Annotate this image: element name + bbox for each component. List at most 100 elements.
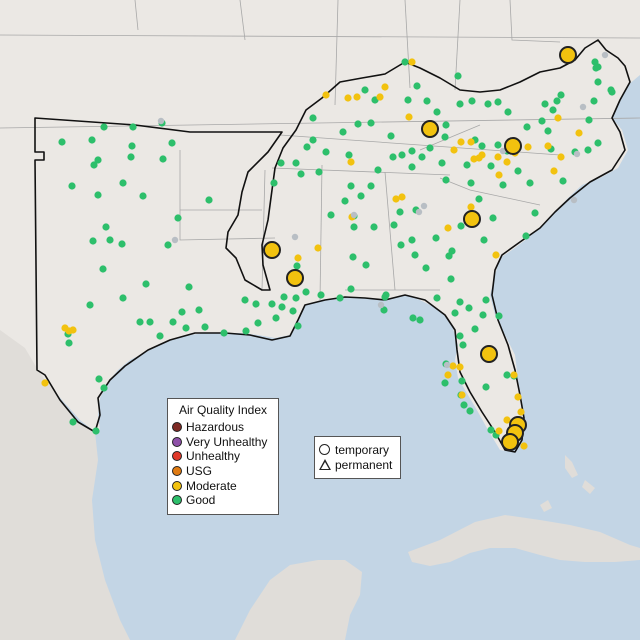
monitor-good[interactable]: [68, 182, 76, 190]
monitor-good[interactable]: [272, 314, 280, 322]
monitor-good[interactable]: [594, 139, 602, 147]
monitor-good[interactable]: [58, 138, 66, 146]
monitor-moderate[interactable]: [495, 171, 503, 179]
monitor-good[interactable]: [270, 179, 278, 187]
monitor-moderate[interactable]: [444, 224, 452, 232]
monitor-good[interactable]: [559, 177, 567, 185]
monitor-other[interactable]: [570, 196, 578, 204]
monitor-moderate[interactable]: [494, 153, 502, 161]
monitor-good[interactable]: [523, 123, 531, 131]
monitor-good[interactable]: [467, 179, 475, 187]
monitor-good[interactable]: [553, 97, 561, 105]
monitor-good[interactable]: [327, 211, 335, 219]
monitor-good[interactable]: [514, 167, 522, 175]
monitor-good[interactable]: [362, 261, 370, 269]
monitor-good[interactable]: [484, 100, 492, 108]
monitor-good[interactable]: [242, 327, 250, 335]
monitor-moderate[interactable]: [557, 153, 565, 161]
monitor-good[interactable]: [185, 283, 193, 291]
monitor-moderate[interactable]: [503, 416, 511, 424]
monitor-good[interactable]: [416, 316, 424, 324]
monitor-good[interactable]: [309, 114, 317, 122]
monitor-good[interactable]: [458, 377, 466, 385]
monitor-good[interactable]: [94, 191, 102, 199]
monitor-good[interactable]: [100, 384, 108, 392]
monitor-moderate[interactable]: [408, 58, 416, 66]
monitor-good[interactable]: [408, 163, 416, 171]
monitor-good[interactable]: [463, 161, 471, 169]
monitor-moderate-temporary[interactable]: [263, 241, 281, 259]
monitor-good[interactable]: [459, 341, 467, 349]
monitor-good[interactable]: [357, 192, 365, 200]
monitor-moderate-temporary[interactable]: [504, 137, 522, 155]
monitor-good[interactable]: [156, 332, 164, 340]
monitor-good[interactable]: [531, 209, 539, 217]
monitor-good[interactable]: [268, 300, 276, 308]
monitor-moderate[interactable]: [41, 379, 49, 387]
monitor-other[interactable]: [350, 211, 358, 219]
monitor-good[interactable]: [398, 151, 406, 159]
monitor-good[interactable]: [119, 294, 127, 302]
monitor-good[interactable]: [146, 318, 154, 326]
monitor-good[interactable]: [479, 311, 487, 319]
monitor-other[interactable]: [573, 150, 581, 158]
monitor-good[interactable]: [396, 208, 404, 216]
monitor-good[interactable]: [254, 319, 262, 327]
monitor-good[interactable]: [544, 127, 552, 135]
monitor-moderate[interactable]: [544, 142, 552, 150]
monitor-good[interactable]: [88, 136, 96, 144]
monitor-good[interactable]: [367, 119, 375, 127]
monitor-good[interactable]: [350, 223, 358, 231]
monitor-good[interactable]: [322, 148, 330, 156]
monitor-other[interactable]: [377, 301, 385, 309]
monitor-moderate[interactable]: [344, 94, 352, 102]
monitor-good[interactable]: [382, 291, 390, 299]
monitor-good[interactable]: [309, 136, 317, 144]
monitor-good[interactable]: [102, 223, 110, 231]
monitor-good[interactable]: [361, 86, 369, 94]
monitor-good[interactable]: [280, 293, 288, 301]
monitor-good[interactable]: [499, 181, 507, 189]
monitor-good[interactable]: [478, 142, 486, 150]
monitor-good[interactable]: [426, 144, 434, 152]
monitor-good[interactable]: [341, 197, 349, 205]
monitor-moderate[interactable]: [520, 442, 528, 450]
monitor-good[interactable]: [482, 296, 490, 304]
monitor-other[interactable]: [157, 117, 165, 125]
monitor-good[interactable]: [456, 332, 464, 340]
monitor-good[interactable]: [90, 161, 98, 169]
monitor-good[interactable]: [302, 288, 310, 296]
monitor-good[interactable]: [345, 151, 353, 159]
monitor-good[interactable]: [118, 240, 126, 248]
monitor-good[interactable]: [174, 214, 182, 222]
monitor-good[interactable]: [380, 306, 388, 314]
monitor-good[interactable]: [69, 418, 77, 426]
monitor-good[interactable]: [591, 58, 599, 66]
monitor-good[interactable]: [92, 427, 100, 435]
monitor-good[interactable]: [354, 120, 362, 128]
monitor-other[interactable]: [499, 147, 507, 155]
monitor-good[interactable]: [592, 64, 600, 72]
monitor-moderate[interactable]: [347, 158, 355, 166]
monitor-moderate[interactable]: [322, 91, 330, 99]
monitor-good[interactable]: [182, 324, 190, 332]
monitor-moderate[interactable]: [495, 427, 503, 435]
monitor-moderate[interactable]: [458, 391, 466, 399]
monitor-good[interactable]: [585, 116, 593, 124]
monitor-good[interactable]: [178, 308, 186, 316]
monitor-good[interactable]: [471, 325, 479, 333]
monitor-good[interactable]: [292, 294, 300, 302]
monitor-other[interactable]: [579, 103, 587, 111]
monitor-good[interactable]: [466, 407, 474, 415]
monitor-good[interactable]: [339, 128, 347, 136]
monitor-moderate[interactable]: [575, 129, 583, 137]
monitor-good[interactable]: [205, 196, 213, 204]
monitor-good[interactable]: [454, 72, 462, 80]
monitor-good[interactable]: [390, 221, 398, 229]
monitor-good[interactable]: [127, 153, 135, 161]
monitor-other[interactable]: [171, 236, 179, 244]
monitor-good[interactable]: [347, 285, 355, 293]
monitor-good[interactable]: [408, 147, 416, 155]
monitor-moderate[interactable]: [503, 158, 511, 166]
